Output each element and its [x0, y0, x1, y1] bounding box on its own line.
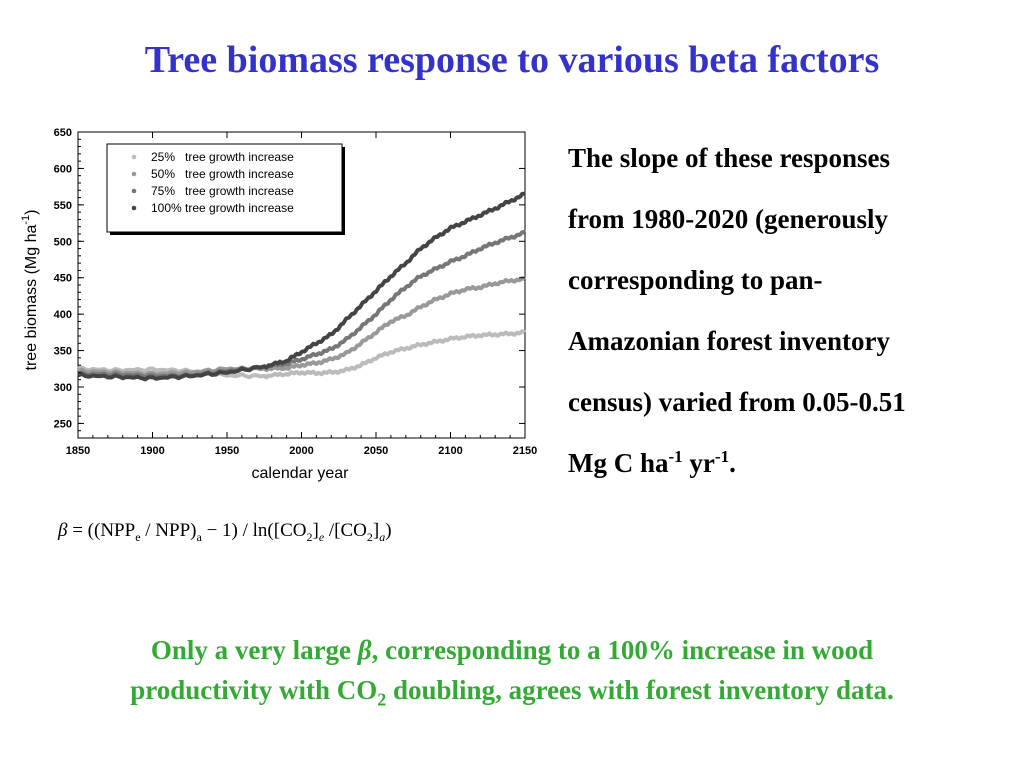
y-tick-label: 600 — [54, 163, 72, 175]
y-tick-label: 500 — [54, 236, 72, 248]
legend-label: 75% tree growth increase — [151, 184, 294, 198]
units-text: . — [729, 448, 736, 478]
y-tick-label: 400 — [54, 309, 72, 321]
formula-part: ] — [372, 520, 380, 541]
formula-part: /[CO — [324, 520, 367, 541]
x-tick-label: 2100 — [438, 445, 462, 457]
legend-marker — [131, 171, 137, 177]
x-tick-label: 2150 — [513, 445, 537, 457]
legend-label: 25% tree growth increase — [151, 150, 294, 164]
series-line — [77, 230, 526, 380]
y-tick-label: 250 — [54, 418, 72, 430]
conclusion-part: doubling, agrees with forest inventory d… — [386, 675, 894, 705]
slide-title: Tree biomass response to various beta fa… — [144, 39, 880, 81]
y-tick-label: 450 — [54, 273, 72, 285]
legend-box — [106, 143, 343, 233]
units-sup: -1 — [714, 447, 730, 466]
conclusion-line-2: productivity with CO2 doubling, agrees w… — [20, 670, 1004, 719]
conclusion-text: Only a very large β, corresponding to a … — [20, 630, 1004, 719]
conclusion-part: Only a very large — [150, 635, 358, 665]
slope-description: The slope of these responses from 1980-2… — [568, 128, 1008, 494]
legend-marker — [131, 205, 137, 211]
units-text: yr — [682, 448, 715, 478]
side-text-line: corresponding to pan- — [568, 265, 823, 295]
side-text-line-units: Mg C ha-1 yr-1. — [568, 433, 1008, 494]
conclusion-part: , corresponding to a 100% increase in wo… — [371, 635, 874, 665]
formula-part: ] — [312, 520, 319, 541]
x-tick-label: 2050 — [364, 445, 388, 457]
legend-label: 50% tree growth increase — [151, 167, 294, 181]
formula-sub: 2 — [306, 529, 313, 544]
formula-sub: e — [318, 529, 325, 544]
formula-sub: a — [196, 529, 202, 544]
x-tick-label: 1850 — [66, 445, 90, 457]
conclusion-part: productivity with CO — [130, 675, 378, 705]
x-tick-label: 1900 — [140, 445, 164, 457]
y-axis-label-end: ) — [23, 210, 40, 215]
y-axis-label: tree biomass (Mg ha-1) — [20, 210, 40, 371]
series-line — [77, 276, 526, 377]
y-tick-label: 350 — [54, 346, 72, 358]
side-text-line: from 1980-2020 (generously — [568, 204, 888, 234]
formula-sub: 2 — [366, 529, 373, 544]
legend-label: 100% tree growth increase — [151, 201, 294, 215]
conclusion-sub: 2 — [377, 689, 387, 710]
formula-sub: e — [135, 529, 141, 544]
biomass-line-chart: 1850 1900 1950 2000 2050 2100 2150 250 300 350 400… — [20, 127, 537, 482]
y-tick-label: 550 — [54, 200, 72, 212]
x-tick-label: 1950 — [215, 445, 239, 457]
x-axis-label: calendar year — [252, 465, 350, 482]
legend-marker — [131, 188, 137, 194]
y-axis-label-sup: -1 — [20, 215, 32, 225]
conclusion-line-1: Only a very large β, corresponding to a … — [20, 630, 1004, 670]
x-tick-label: 2000 — [289, 445, 313, 457]
side-text-line: census) varied from 0.05-0.51 — [568, 387, 906, 417]
formula-sub: a — [379, 529, 386, 544]
y-axis-label-main: tree biomass (Mg ha — [23, 225, 40, 371]
formula-part: = ((NPP — [67, 520, 136, 541]
conclusion-beta: β — [357, 635, 372, 665]
beta-formula: β = ((NPPe / NPP)a − 1) / ln([CO2]e /[CO… — [58, 520, 392, 545]
formula-part: / NPP) — [140, 520, 197, 541]
series-line — [77, 191, 526, 382]
legend-marker — [131, 154, 137, 160]
formula-beta: β — [58, 520, 68, 541]
formula-part: ) — [385, 520, 392, 541]
side-text-line: The slope of these responses — [568, 143, 891, 173]
side-text-line: Amazonian forest inventory — [568, 326, 890, 356]
y-tick-label: 300 — [54, 382, 72, 394]
units-sup: -1 — [668, 447, 683, 466]
y-tick-label: 650 — [54, 127, 72, 139]
units-text: Mg C ha — [568, 448, 669, 478]
formula-part: − 1) / ln([CO — [201, 520, 307, 541]
